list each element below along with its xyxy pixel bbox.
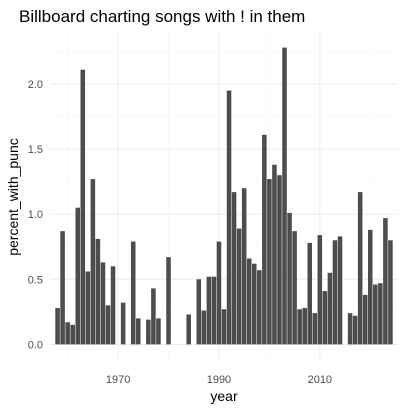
bar-2020 [367, 229, 373, 345]
bar-1989 [211, 276, 217, 345]
bar-1988 [206, 276, 212, 345]
x-tick-label: 2010 [308, 374, 332, 386]
bar-2008 [307, 242, 313, 345]
bar-1991 [221, 309, 227, 345]
bar-1966 [95, 238, 101, 345]
bar-1976 [146, 319, 151, 345]
y-axis-title: percent_with_punc [5, 138, 21, 256]
bar-2012 [327, 272, 333, 345]
bar-1964 [85, 271, 91, 345]
bar-1999 [262, 134, 267, 345]
bar-2010 [317, 235, 323, 345]
bar-2024 [388, 240, 393, 345]
bar-2011 [322, 291, 328, 345]
bars [55, 47, 393, 345]
bar-1968 [105, 305, 111, 345]
x-tick-label: 1990 [207, 374, 231, 386]
bar-1967 [100, 262, 106, 345]
bar-2005 [292, 231, 297, 345]
bar-2004 [287, 212, 292, 345]
bar-2006 [297, 309, 302, 345]
bar-1987 [201, 310, 207, 345]
bar-2018 [357, 192, 363, 345]
bar-1994 [236, 228, 242, 345]
bar-2003 [282, 47, 287, 345]
bar-1962 [75, 207, 81, 345]
grid [50, 32, 398, 360]
bar-1971 [120, 302, 126, 345]
bar-1959 [60, 231, 65, 345]
bar-1992 [226, 90, 232, 345]
bar-2007 [302, 307, 307, 345]
bar-2016 [347, 313, 353, 345]
bar-1958 [55, 307, 60, 345]
x-tick-label: 1970 [106, 374, 130, 386]
bar-2023 [383, 218, 388, 345]
bar-1973 [130, 241, 136, 345]
bar-1996 [246, 258, 252, 345]
bar-1990 [216, 241, 222, 345]
bar-2017 [352, 315, 358, 345]
y-axis-ticks: 0.0 0.5 1.0 1.5 2.0 [28, 79, 43, 351]
y-tick-label: 2.0 [28, 79, 43, 91]
bar-2019 [362, 294, 368, 345]
bar-1974 [135, 318, 141, 345]
bar-2014 [337, 236, 343, 345]
bar-1980 [166, 257, 171, 345]
bar-1993 [231, 192, 237, 345]
y-tick-label: 1.0 [28, 209, 43, 221]
bar-1960 [65, 322, 70, 345]
bar-1961 [70, 324, 75, 345]
bar-2013 [332, 240, 338, 345]
x-axis-title: year [210, 388, 238, 404]
y-tick-label: 0.5 [28, 274, 43, 286]
bar-2009 [312, 313, 318, 345]
y-tick-label: 1.5 [28, 144, 43, 156]
bar-1965 [90, 179, 96, 345]
bar-1986 [196, 279, 202, 345]
bar-1977 [151, 288, 156, 345]
bar-2001 [272, 164, 277, 345]
bar-1978 [156, 318, 161, 345]
bar-2022 [378, 283, 383, 345]
bar-1998 [257, 270, 262, 345]
bar-1995 [241, 188, 247, 345]
bar-1997 [251, 263, 257, 345]
bar-1984 [186, 314, 191, 345]
bar-2021 [373, 284, 378, 345]
y-tick-label: 0.0 [28, 339, 43, 351]
bar-2000 [267, 179, 272, 345]
chart-title: Billboard charting songs with ! in them [19, 7, 305, 26]
bar-2002 [277, 175, 282, 345]
bar-1963 [80, 69, 86, 345]
bar-1969 [110, 266, 116, 345]
x-axis-ticks: 1970 1990 2010 [106, 374, 332, 386]
